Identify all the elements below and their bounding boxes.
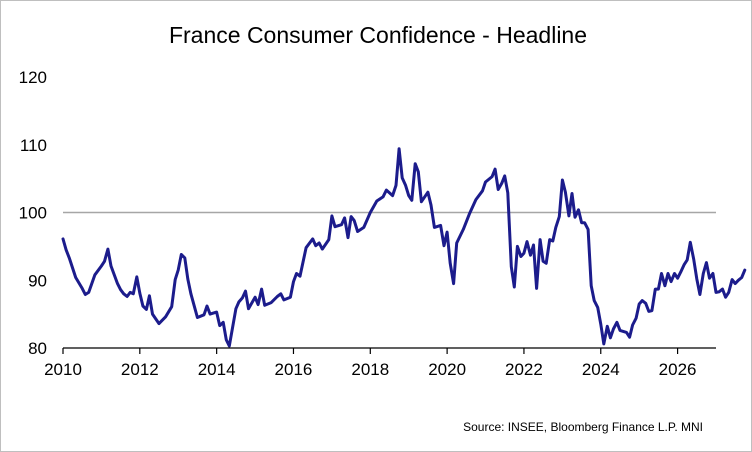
y-tick-label-100: 100	[19, 204, 47, 223]
x-tick-label-2020: 2020	[428, 360, 466, 379]
x-tick-label-2022: 2022	[505, 360, 543, 379]
x-tick-label-2014: 2014	[198, 360, 236, 379]
x-axis-tick-marks	[62, 348, 679, 354]
x-axis-tick-labels: 2010 2012 2014 2016 2018 2020 2022 2024 2026	[44, 360, 696, 379]
y-tick-label-80: 80	[28, 339, 47, 358]
x-tick-label-2024: 2024	[582, 360, 620, 379]
x-tick-label-2010: 2010	[44, 360, 82, 379]
series-line-consumer-confidence	[61, 147, 747, 348]
y-tick-label-120: 120	[19, 68, 47, 87]
x-tick-label-2016: 2016	[275, 360, 313, 379]
x-tick-label-2012: 2012	[121, 360, 159, 379]
y-axis-tick-labels: 80 90 100 110 120	[19, 68, 47, 358]
chart-title: France Consumer Confidence - Headline	[169, 22, 587, 48]
x-tick-label-2018: 2018	[351, 360, 389, 379]
y-tick-label-90: 90	[28, 271, 47, 290]
source-note: Source: INSEE, Bloomberg Finance L.P. MN…	[463, 420, 703, 434]
y-tick-label-110: 110	[20, 136, 47, 155]
x-tick-label-2026: 2026	[659, 360, 697, 379]
